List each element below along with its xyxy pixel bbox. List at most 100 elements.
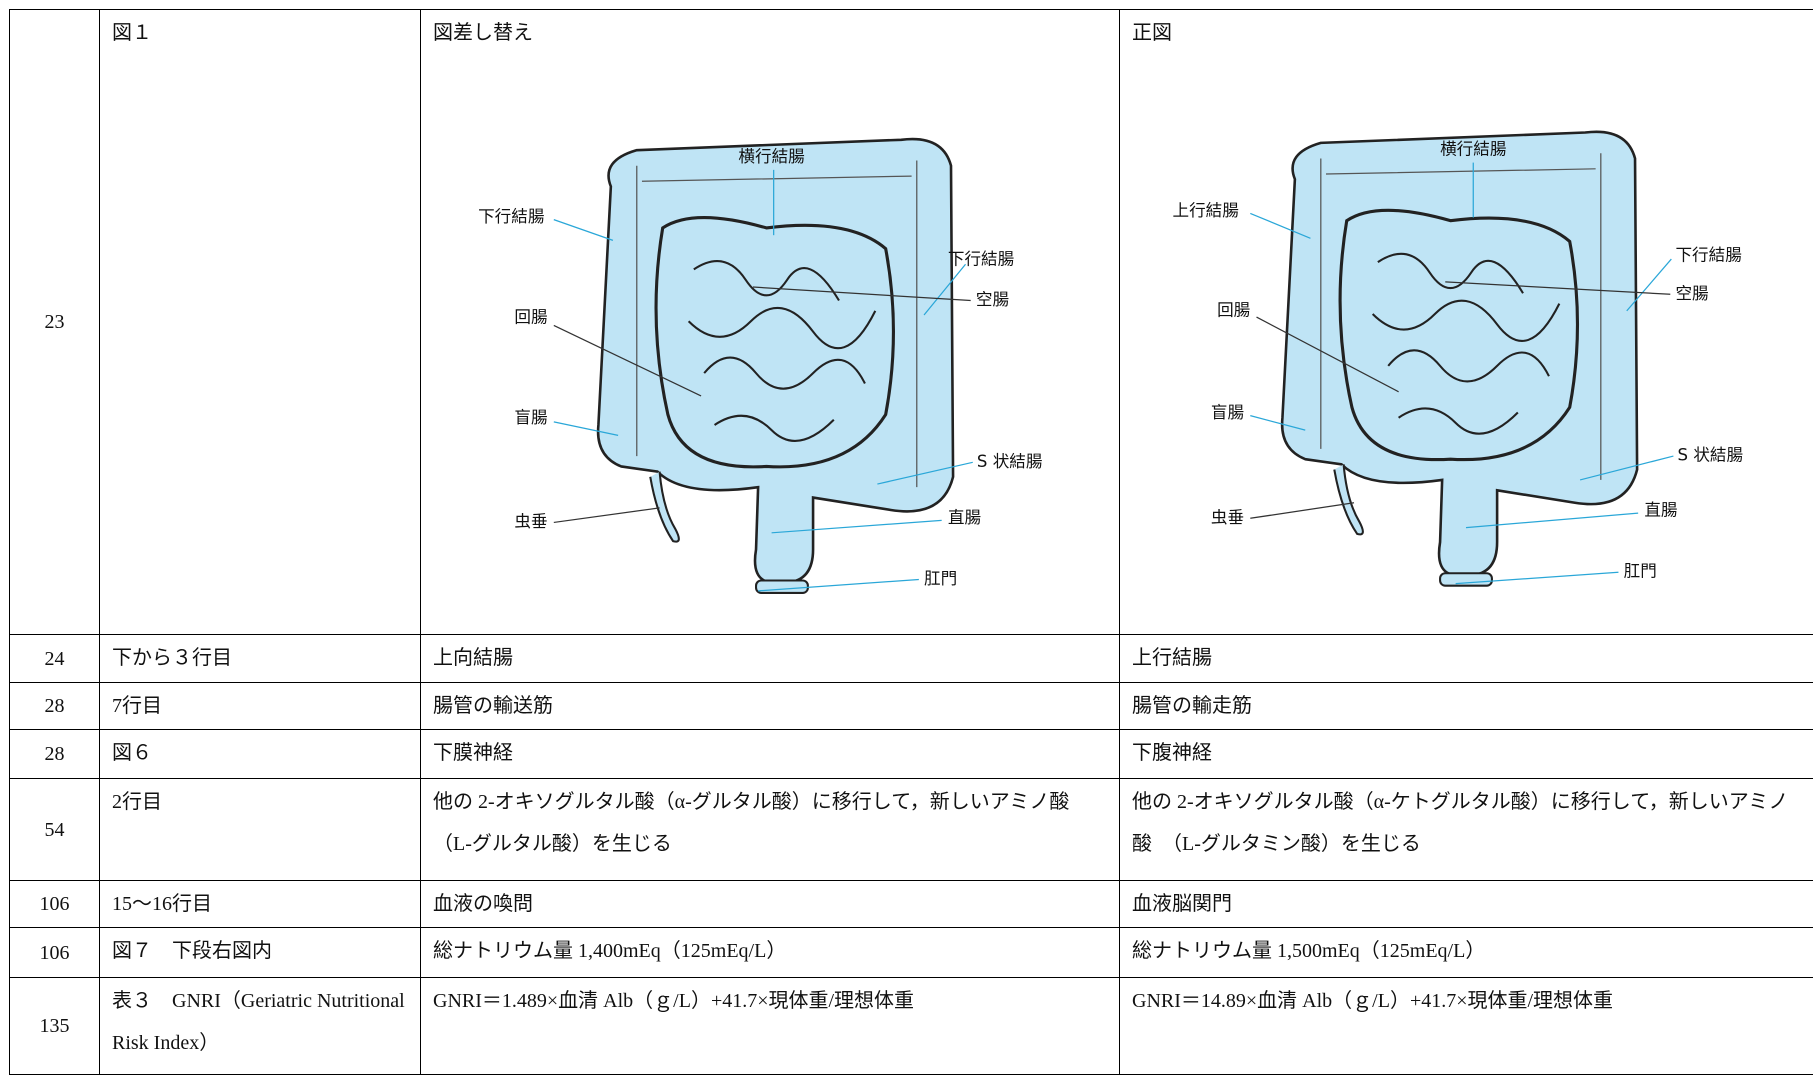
table-row: 24 下から３行目上向結腸上行結腸 bbox=[10, 635, 1813, 683]
table-row: 28 図６ 下膜神経下腹神経 bbox=[10, 730, 1813, 779]
figure-label: 横行結腸 bbox=[1440, 140, 1506, 159]
figure-label: 回腸 bbox=[514, 308, 547, 327]
wrong-text: 上向結腸 bbox=[421, 635, 1120, 683]
page-number: 24 bbox=[10, 635, 100, 683]
cell-text: 図差し替え bbox=[433, 12, 1107, 54]
figure-label: 横行結腸 bbox=[738, 147, 804, 166]
leader-line bbox=[1250, 503, 1354, 519]
cell-text: 上行結腸 bbox=[1132, 637, 1801, 679]
leader-line bbox=[554, 220, 613, 241]
wrong-text: GNRI＝1.489×血清 Alb（ｇ/L）+41.7×現体重/理想体重 bbox=[421, 978, 1120, 1075]
cell-text: GNRI＝14.89×血清 Alb（ｇ/L）+41.7×現体重/理想体重 bbox=[1132, 980, 1801, 1022]
leader-line bbox=[554, 508, 660, 523]
cell-text: 28 bbox=[10, 685, 99, 727]
location: 15～16行目 bbox=[100, 881, 421, 928]
figure-label: 下行結腸 bbox=[478, 207, 544, 226]
figure-label: 下行結腸 bbox=[948, 250, 1014, 269]
location: 7行目 bbox=[100, 683, 421, 730]
cell-text: 総ナトリウム量 1,400mEq（125mEq/L） bbox=[433, 930, 1107, 972]
cell-text: 106 bbox=[10, 932, 99, 974]
correct-text: 正図横行結腸上行結腸下行結腸空腸回腸盲腸 S 状結腸虫垂 直腸肛門 bbox=[1120, 10, 1813, 635]
cell-text: 腸管の輸送筋 bbox=[433, 685, 1107, 727]
cell-text: 他の 2-オキソグルタル酸（α-ケトグルタル酸）に移行して，新しいアミノ酸 （L… bbox=[1132, 781, 1801, 865]
figure-label: S 状結腸 bbox=[977, 452, 1043, 471]
figure-label: 空腸 bbox=[976, 290, 1009, 309]
figure-label: 直腸 bbox=[1644, 501, 1677, 520]
table-row: 54 2行目他の 2-オキソグルタル酸（α-グルタル酸）に移行して，新しいアミノ酸… bbox=[10, 779, 1813, 881]
figure-label: 肛門 bbox=[924, 569, 957, 588]
figure-label: 虫垂 bbox=[514, 512, 547, 531]
page-number: 28 bbox=[10, 683, 100, 730]
cell-text: 106 bbox=[10, 883, 99, 925]
cell-text: 23 bbox=[10, 301, 99, 343]
page-number: 106 bbox=[10, 928, 100, 978]
page-number: 23 bbox=[10, 10, 100, 635]
correct-text: 腸管の輸走筋 bbox=[1120, 683, 1813, 730]
figure-label: S 状結腸 bbox=[1678, 446, 1744, 465]
cell-text: 正図 bbox=[1132, 12, 1801, 54]
location: 図７ 下段右図内 bbox=[100, 928, 421, 978]
wrong-text: 下膜神経 bbox=[421, 730, 1120, 779]
correct-text: GNRI＝14.89×血清 Alb（ｇ/L）+41.7×現体重/理想体重 bbox=[1120, 978, 1813, 1075]
correct-text: 血液脳関門 bbox=[1120, 881, 1813, 928]
table-row: 135 表３ GNRI（Geriatric Nutritional Risk In… bbox=[10, 978, 1813, 1075]
page-number: 106 bbox=[10, 881, 100, 928]
cell-text: 図１ bbox=[112, 12, 408, 54]
wrong-text: 総ナトリウム量 1,400mEq（125mEq/L） bbox=[421, 928, 1120, 978]
table-row: 28 7行目腸管の輸送筋腸管の輸走筋 bbox=[10, 683, 1813, 730]
wrong-text: 血液の喚問 bbox=[421, 881, 1120, 928]
cell-text: 血液の喚問 bbox=[433, 883, 1107, 925]
figure-label: 肛門 bbox=[1624, 562, 1657, 581]
cell-text: 54 bbox=[10, 809, 99, 851]
cell-text: 24 bbox=[10, 638, 99, 680]
table-row: 106 15～16行目血液の喚問血液脳関門 bbox=[10, 881, 1813, 928]
figure-label: 下行結腸 bbox=[1675, 245, 1741, 264]
location: 下から３行目 bbox=[100, 635, 421, 683]
correct-text: 上行結腸 bbox=[1120, 635, 1813, 683]
cell-text: 2行目 bbox=[112, 781, 408, 823]
wrong-text: 腸管の輸送筋 bbox=[421, 683, 1120, 730]
cell-text: 下から３行目 bbox=[112, 637, 408, 679]
figure-label: 盲腸 bbox=[1211, 403, 1244, 422]
figure-label: 空腸 bbox=[1675, 284, 1708, 303]
location: 表３ GNRI（Geriatric Nutritional Risk Index… bbox=[100, 978, 421, 1075]
cell-text: 血液脳関門 bbox=[1132, 883, 1801, 925]
cell-text: 表３ GNRI（Geriatric Nutritional Risk Index… bbox=[112, 980, 408, 1064]
figure-label: 回腸 bbox=[1217, 300, 1250, 319]
correct-text: 他の 2-オキソグルタル酸（α-ケトグルタル酸）に移行して，新しいアミノ酸 （L… bbox=[1120, 779, 1813, 881]
cell-text: 他の 2-オキソグルタル酸（α-グルタル酸）に移行して，新しいアミノ酸（L-グル… bbox=[433, 781, 1107, 865]
cell-text: 下腹神経 bbox=[1132, 732, 1801, 774]
cell-text: 図７ 下段右図内 bbox=[112, 930, 408, 972]
cell-text: 15～16行目 bbox=[112, 883, 408, 925]
location: 2行目 bbox=[100, 779, 421, 881]
location: 図１ bbox=[100, 10, 421, 635]
colon-figure: 横行結腸下行結腸下行結腸空腸回腸盲腸S 状結腸虫垂直腸肛門 bbox=[433, 62, 1105, 622]
page-number: 54 bbox=[10, 779, 100, 881]
cell-text: 図６ bbox=[112, 732, 408, 774]
cell-text: 下膜神経 bbox=[433, 732, 1107, 774]
table-row: 106 図７ 下段右図内総ナトリウム量 1,400mEq（125mEq/L） 総ナト… bbox=[10, 928, 1813, 978]
figure-label: 盲腸 bbox=[514, 408, 547, 427]
location: 図６ bbox=[100, 730, 421, 779]
cell-text: 上向結腸 bbox=[433, 637, 1107, 679]
cell-text: GNRI＝1.489×血清 Alb（ｇ/L）+41.7×現体重/理想体重 bbox=[433, 980, 1107, 1022]
cell-text: 28 bbox=[10, 733, 99, 775]
cell-text: 腸管の輸走筋 bbox=[1132, 685, 1801, 727]
cell-text: 135 bbox=[10, 1005, 99, 1047]
correct-text: 下腹神経 bbox=[1120, 730, 1813, 779]
correct-text: 総ナトリウム量 1,500mEq（125mEq/L） bbox=[1120, 928, 1813, 978]
cell-text: 総ナトリウム量 1,500mEq（125mEq/L） bbox=[1132, 930, 1801, 972]
figure-label: 上行結腸 bbox=[1173, 201, 1239, 220]
wrong-text: 他の 2-オキソグルタル酸（α-グルタル酸）に移行して，新しいアミノ酸（L-グル… bbox=[421, 779, 1120, 881]
page-number: 28 bbox=[10, 730, 100, 779]
page-number: 135 bbox=[10, 978, 100, 1075]
figure-label: 直腸 bbox=[948, 508, 981, 527]
colon-illustration bbox=[598, 139, 953, 593]
figure-label: 虫垂 bbox=[1211, 508, 1244, 527]
cell-text: 7行目 bbox=[112, 685, 408, 727]
